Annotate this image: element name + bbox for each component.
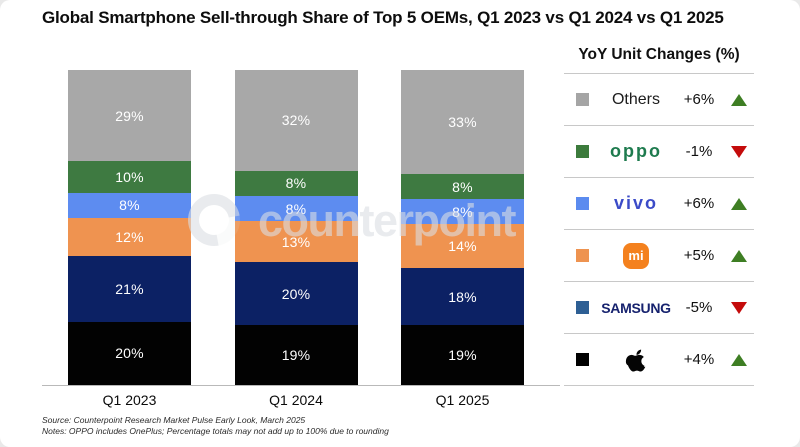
xiaomi-mi-badge-icon: mi — [623, 242, 649, 269]
yoy-change-value: -5% — [685, 299, 713, 316]
legend-row: Others +6% — [564, 73, 754, 125]
bar-segment-apple: 20% — [68, 321, 191, 385]
bar-segment-xiaomi: 14% — [401, 224, 524, 269]
bar-segment-others: 33% — [401, 70, 524, 174]
bar-segment-vivo: 8% — [401, 199, 524, 225]
legend-color-square — [576, 353, 589, 366]
oppo-logo: oppo — [598, 141, 674, 162]
segment-value-label: 20% — [115, 345, 144, 362]
legend-panel: YoY Unit Changes (%) Others +6% oppo -1%… — [564, 44, 754, 386]
page-title: Global Smartphone Sell-through Share of … — [42, 8, 724, 27]
footer-notes: Source: Counterpoint Research Market Pul… — [42, 415, 389, 437]
bar-stack: 33% 8% 8% 14% 18% 19% — [401, 70, 524, 385]
legend-row: vivo +6% — [564, 177, 754, 229]
x-axis-labels: Q1 2023 Q1 2024 Q1 2025 — [68, 392, 524, 408]
legend-row: oppo -1% — [564, 125, 754, 177]
bar-segment-vivo: 8% — [68, 192, 191, 219]
bar-segment-xiaomi: 13% — [234, 221, 358, 263]
bar-segment-samsung: 20% — [234, 262, 358, 326]
yoy-change-value: +5% — [683, 247, 715, 264]
legend-color-square — [576, 301, 589, 314]
segment-value-label: 8% — [285, 175, 307, 192]
notes-line: Notes: OPPO includes OnePlus; Percentage… — [42, 426, 389, 436]
change-direction-triangle-icon — [731, 93, 747, 106]
bar-segment-others: 32% — [234, 70, 358, 171]
legend-color-square — [576, 249, 589, 262]
segment-value-label: 32% — [281, 112, 311, 129]
category-label-q1-2023: Q1 2023 — [102, 392, 157, 408]
segment-value-label: 33% — [448, 113, 477, 130]
category-label-q1-2025: Q1 2025 — [435, 392, 490, 408]
oppo-logo-text: oppo — [610, 141, 662, 161]
yoy-change-value: +6% — [683, 91, 715, 108]
segment-value-label: 8% — [119, 197, 140, 214]
segment-value-label: 10% — [115, 169, 144, 186]
segment-value-label: 8% — [285, 200, 307, 217]
change-direction-triangle-icon — [731, 145, 747, 158]
bar-segment-vivo: 8% — [234, 195, 358, 222]
samsung-logo-text: SAMSUNG — [601, 299, 671, 316]
bar-segment-samsung: 18% — [401, 268, 524, 326]
bar-segment-apple: 19% — [401, 325, 524, 385]
segment-value-label: 8% — [452, 178, 473, 195]
bar-segment-oppo: 8% — [234, 170, 358, 196]
bar-segment-samsung: 21% — [68, 255, 191, 322]
bar-segment-xiaomi: 12% — [68, 218, 191, 256]
legend-row: SAMSUNG -5% — [564, 281, 754, 333]
others-label: Others — [611, 90, 660, 108]
bar-q1-2023: 29% 10% 8% 12% 21% 20% — [68, 70, 191, 385]
change-direction-triangle-icon — [731, 197, 747, 210]
stacked-bar-chart: 29% 10% 8% 12% 21% 20% 32% 8% 8% 13% 20% 19% 33% 8%… — [68, 70, 524, 385]
yoy-change-value: +4% — [683, 351, 715, 368]
yoy-change-value: -1% — [685, 143, 713, 160]
legend-color-square — [576, 197, 589, 210]
source-line: Source: Counterpoint Research Market Pul… — [42, 415, 306, 425]
segment-value-label: 13% — [281, 233, 311, 250]
legend-row: mi +5% — [564, 229, 754, 281]
x-axis-line — [42, 385, 560, 386]
change-direction-triangle-icon — [731, 301, 747, 314]
samsung-logo: SAMSUNG — [598, 300, 674, 316]
legend-color-square — [576, 145, 589, 158]
vivo-logo: vivo — [598, 193, 674, 214]
bar-stack: 29% 10% 8% 12% 21% 20% — [68, 70, 191, 385]
change-direction-triangle-icon — [731, 353, 747, 366]
bar-q1-2024: 32% 8% 8% 13% 20% 19% — [234, 70, 358, 385]
segment-value-label: 29% — [115, 107, 144, 124]
apple-logo-icon — [598, 346, 674, 373]
segment-value-label: 19% — [281, 347, 311, 364]
segment-value-label: 14% — [448, 238, 477, 255]
vivo-logo-text: vivo — [613, 193, 659, 213]
bar-segment-oppo: 8% — [401, 173, 524, 200]
change-direction-triangle-icon — [731, 249, 747, 262]
bar-segment-apple: 19% — [234, 325, 358, 385]
legend-row: +4% — [564, 333, 754, 386]
bar-segment-oppo: 10% — [68, 161, 191, 193]
category-label-q1-2024: Q1 2024 — [269, 392, 323, 408]
segment-value-label: 20% — [281, 285, 311, 302]
bar-q1-2025: 33% 8% 8% 14% 18% 19% — [401, 70, 524, 385]
segment-value-label: 8% — [452, 203, 473, 220]
bar-segment-others: 29% — [68, 70, 191, 162]
xiaomi-logo: mi — [598, 242, 674, 269]
legend-color-square — [576, 93, 589, 106]
yoy-change-value: +6% — [683, 195, 715, 212]
segment-value-label: 18% — [448, 288, 477, 305]
others-logo: Others — [598, 91, 674, 109]
segment-value-label: 21% — [115, 280, 144, 297]
bar-stack: 32% 8% 8% 13% 20% 19% — [234, 70, 358, 385]
legend-title: YoY Unit Changes (%) — [578, 46, 740, 63]
segment-value-label: 12% — [115, 228, 144, 245]
segment-value-label: 19% — [448, 347, 477, 364]
